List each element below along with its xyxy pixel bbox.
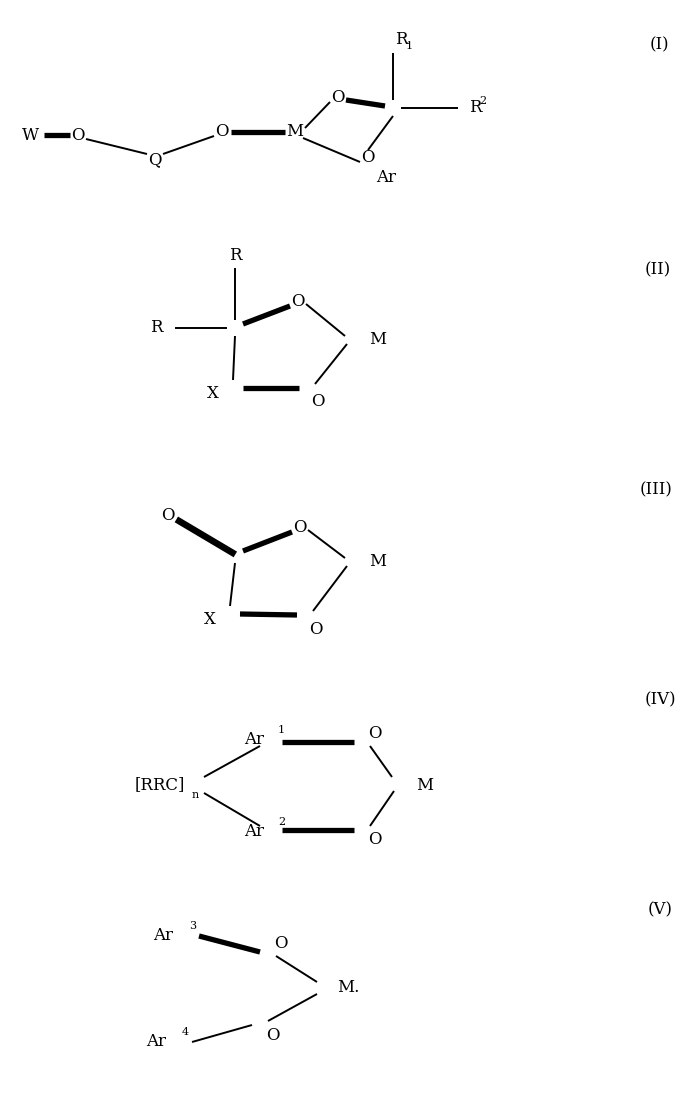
Text: Ar: Ar — [244, 731, 264, 749]
Text: M: M — [369, 332, 386, 349]
Text: 2: 2 — [278, 817, 285, 827]
Text: O: O — [361, 150, 375, 167]
Text: X: X — [207, 386, 219, 403]
Text: O: O — [293, 520, 307, 536]
Text: 1: 1 — [278, 725, 285, 735]
Text: 2: 2 — [480, 96, 486, 106]
Text: O: O — [71, 127, 84, 143]
Text: Ar: Ar — [153, 928, 173, 944]
Text: M.: M. — [337, 979, 359, 996]
Text: W: W — [21, 127, 39, 143]
Text: 1: 1 — [406, 41, 412, 51]
Text: n: n — [192, 790, 199, 800]
Text: Ar: Ar — [146, 1034, 166, 1050]
Text: (V): (V) — [648, 901, 673, 919]
Text: (I): (I) — [650, 36, 670, 54]
Text: M: M — [286, 124, 304, 140]
Text: O: O — [309, 621, 322, 638]
Text: Q: Q — [148, 151, 162, 169]
Text: M: M — [369, 554, 386, 570]
Text: [RRC]: [RRC] — [135, 777, 185, 793]
Text: O: O — [215, 124, 229, 140]
Text: O: O — [311, 394, 325, 410]
Text: R: R — [469, 99, 482, 117]
Text: O: O — [266, 1027, 280, 1043]
Text: 4: 4 — [182, 1027, 189, 1037]
Text: O: O — [331, 89, 345, 107]
Text: O: O — [368, 726, 381, 742]
Text: X: X — [204, 611, 216, 629]
Text: (IV): (IV) — [645, 692, 677, 708]
Text: Ar: Ar — [376, 170, 396, 186]
Text: R: R — [395, 32, 408, 49]
Text: O: O — [274, 935, 287, 953]
Text: R: R — [229, 247, 242, 265]
Text: R: R — [150, 320, 163, 336]
Text: O: O — [291, 293, 304, 311]
Text: O: O — [161, 507, 175, 525]
Text: (II): (II) — [645, 261, 671, 278]
Text: 3: 3 — [189, 921, 196, 931]
Text: (III): (III) — [640, 482, 673, 499]
Text: O: O — [368, 832, 381, 848]
Text: M: M — [416, 777, 433, 793]
Text: Ar: Ar — [244, 824, 264, 840]
